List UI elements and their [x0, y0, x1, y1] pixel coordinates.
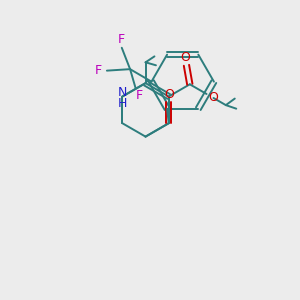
Text: H: H: [118, 97, 127, 110]
Text: F: F: [118, 33, 125, 46]
Text: N: N: [118, 85, 127, 98]
Text: O: O: [208, 92, 218, 104]
Text: O: O: [164, 88, 174, 100]
Text: O: O: [180, 51, 190, 64]
Text: F: F: [136, 89, 143, 102]
Text: F: F: [94, 64, 101, 76]
